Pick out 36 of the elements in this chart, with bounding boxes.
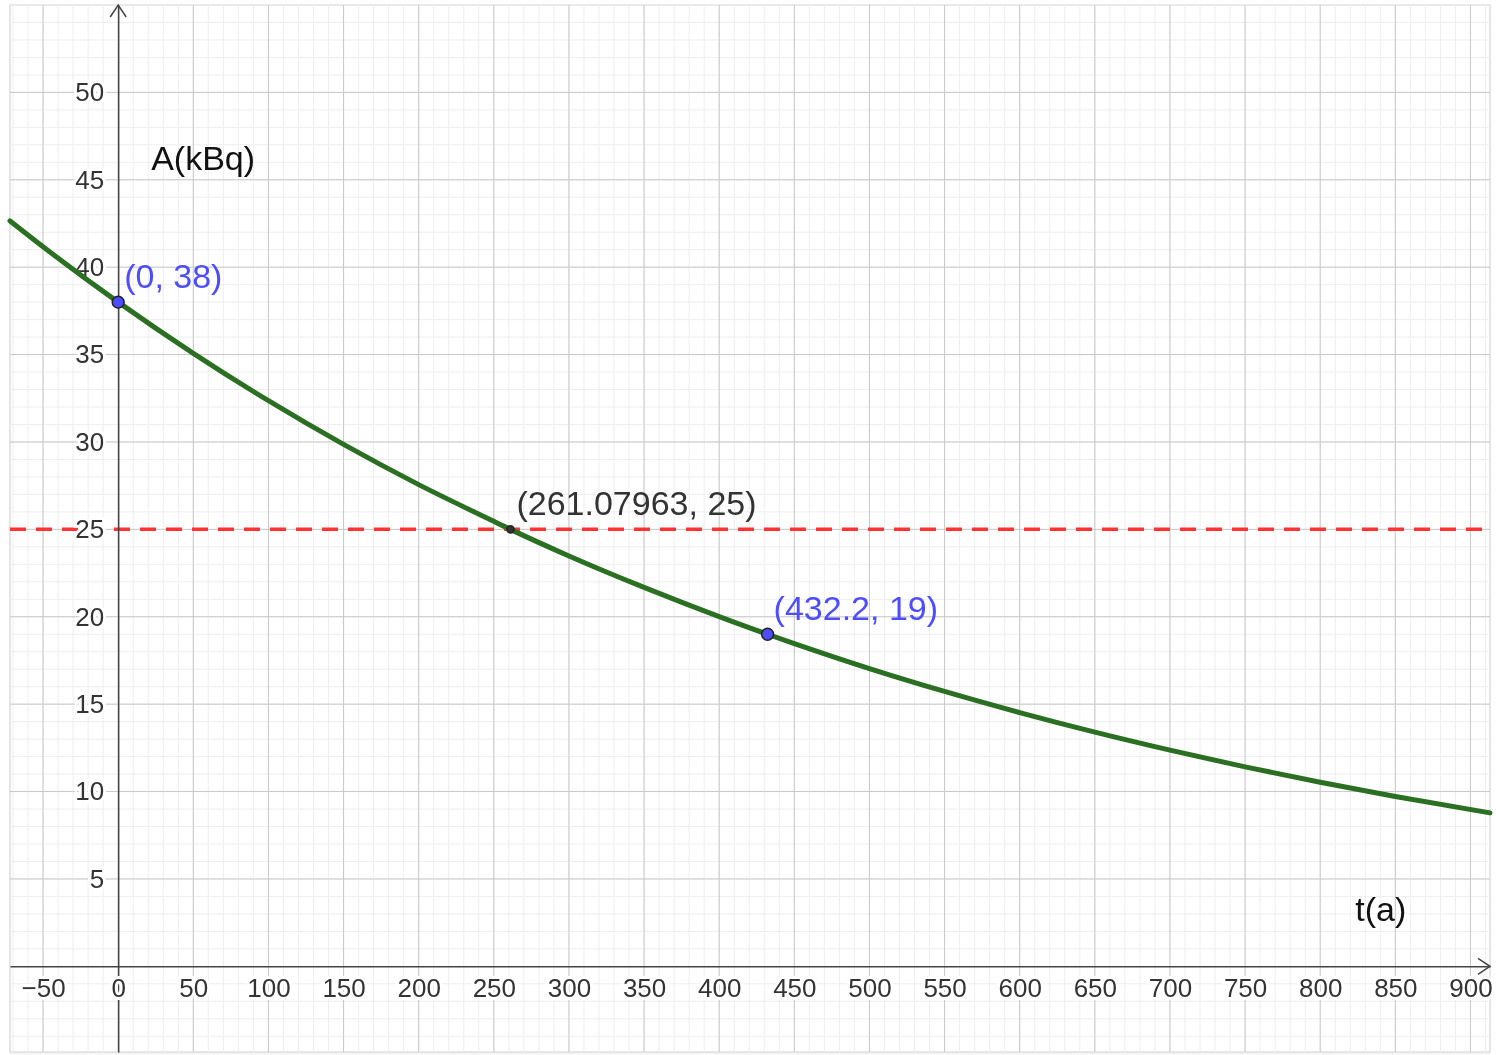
x-tick-label: −50 xyxy=(21,972,66,1003)
annotation: (432.2, 19) xyxy=(773,589,939,628)
annotation: (261.07963, 25) xyxy=(516,484,757,523)
y-tick-label: 50 xyxy=(75,77,105,108)
x-tick-label: 400 xyxy=(698,972,742,1003)
x-tick-label: 600 xyxy=(998,972,1042,1003)
x-tick-label: 850 xyxy=(1374,972,1418,1003)
x-tick-label: 50 xyxy=(179,972,209,1003)
point xyxy=(506,525,515,534)
y-tick-label: 20 xyxy=(75,601,105,632)
y-tick-label: 30 xyxy=(75,426,105,457)
x-tick-label: 350 xyxy=(622,972,667,1003)
y-tick-label: 45 xyxy=(75,164,105,195)
y-tick-label: 15 xyxy=(75,688,105,719)
x-tick-label: 250 xyxy=(472,972,517,1003)
x-tick-label: 900 xyxy=(1449,972,1493,1003)
x-tick-label: 150 xyxy=(322,972,366,1003)
x-axis-title: t(a) xyxy=(1355,890,1407,929)
point xyxy=(760,627,775,641)
x-tick-label: 450 xyxy=(773,972,817,1003)
point xyxy=(111,295,125,309)
x-tick-label: 500 xyxy=(848,972,892,1003)
x-tick-label: 650 xyxy=(1073,972,1118,1003)
annotation: (0, 38) xyxy=(124,257,223,296)
x-tick-label: 700 xyxy=(1148,972,1193,1003)
x-tick-label: 100 xyxy=(247,972,291,1003)
y-axis-title: A(kBq) xyxy=(151,138,256,177)
x-tick-label: 200 xyxy=(397,972,441,1003)
x-tick-label: 750 xyxy=(1223,972,1268,1003)
x-tick-label: 800 xyxy=(1299,972,1343,1003)
x-tick-label: 550 xyxy=(923,972,967,1003)
y-tick-label: 40 xyxy=(75,252,105,283)
y-tick-label: 35 xyxy=(75,339,105,370)
x-tick-label: 300 xyxy=(547,972,592,1003)
y-tick-label: 10 xyxy=(75,776,105,807)
y-tick-label: 5 xyxy=(89,863,105,894)
